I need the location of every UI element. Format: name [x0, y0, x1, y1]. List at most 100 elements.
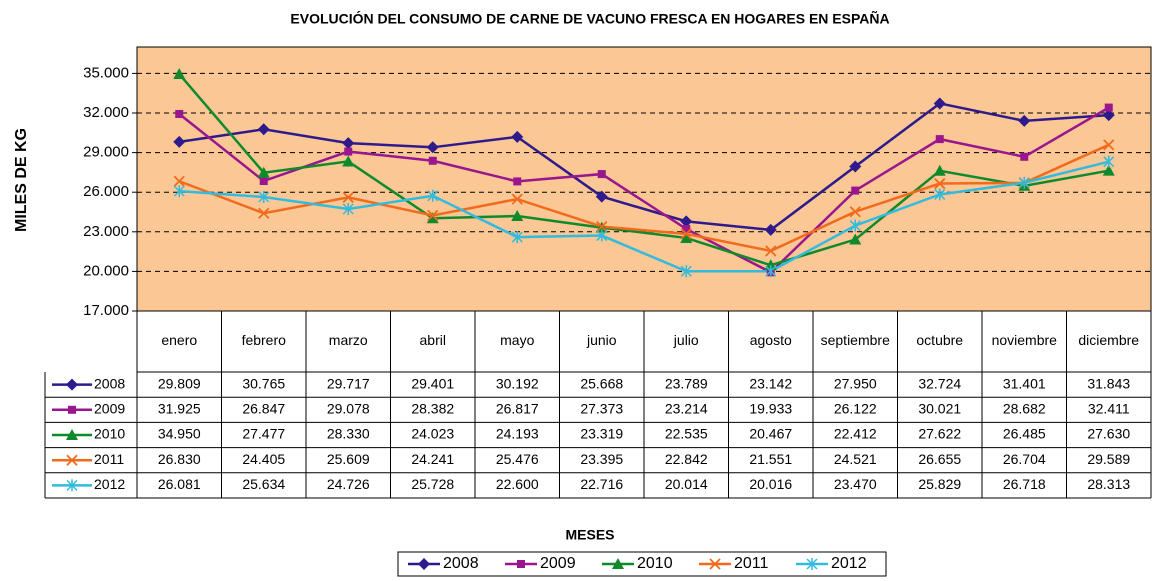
table-cell: 24.405 [242, 451, 285, 467]
x-tick-label: mayo [500, 332, 534, 348]
table-cell: 25.634 [242, 476, 285, 492]
marker [173, 185, 185, 198]
table-row-header: 2011 [94, 451, 124, 467]
marker [1018, 114, 1031, 127]
marker [849, 160, 862, 173]
table-cell: 28.682 [1003, 401, 1046, 417]
table-cell: 24.193 [496, 426, 539, 442]
table-cell: 25.829 [918, 476, 961, 492]
y-tick-label: 17.000 [83, 302, 129, 319]
table-cell: 31.843 [1087, 375, 1130, 391]
marker [1020, 152, 1029, 161]
x-tick-label: noviembre [992, 332, 1058, 348]
table-cell: 27.622 [918, 426, 961, 442]
x-tick-label: enero [161, 332, 197, 348]
y-tick-label: 26.000 [83, 183, 129, 200]
marker [68, 405, 76, 414]
marker [849, 219, 861, 232]
table-cell: 32.724 [918, 375, 961, 391]
table-cell: 29.589 [1087, 451, 1130, 467]
marker [680, 228, 692, 240]
table-cell: 21.551 [749, 451, 792, 467]
table-cell: 20.014 [665, 476, 708, 492]
marker [612, 558, 624, 569]
marker [764, 223, 777, 236]
table-cell: 25.476 [496, 451, 539, 467]
table-cell: 23.142 [749, 375, 792, 391]
table-cell: 26.718 [1003, 476, 1046, 492]
x-tick-label: febrero [242, 332, 287, 348]
table-cell: 22.412 [834, 426, 877, 442]
table-cell: 26.081 [158, 476, 201, 492]
marker [680, 215, 693, 228]
series-line [178, 143, 1110, 253]
marker [173, 135, 186, 148]
y-tick-label: 35.000 [83, 64, 129, 81]
y-tick-label: 32.000 [83, 104, 129, 121]
marker [173, 175, 185, 187]
marker [175, 109, 184, 118]
legend-label: 2008 [443, 555, 479, 572]
table-row-header: 2012 [94, 476, 125, 492]
marker [258, 191, 270, 204]
marker [344, 147, 353, 156]
marker [173, 68, 186, 80]
marker [1103, 155, 1115, 168]
marker [259, 177, 268, 186]
table-cell: 29.809 [158, 375, 201, 391]
table-cell: 26.830 [158, 451, 201, 467]
x-tick-label: marzo [329, 332, 368, 348]
table-cell: 27.373 [580, 401, 623, 417]
y-tick-label: 23.000 [83, 223, 129, 240]
table-cell: 28.330 [327, 426, 370, 442]
table-cell: 31.401 [1003, 375, 1046, 391]
marker [849, 233, 862, 245]
table-cell: 26.817 [496, 401, 539, 417]
table-cell: 30.765 [242, 375, 285, 391]
marker [1018, 176, 1030, 189]
table-cell: 31.925 [158, 401, 201, 417]
marker [934, 188, 946, 201]
table-cell: 25.668 [580, 375, 623, 391]
marker [257, 123, 270, 136]
marker [427, 189, 439, 202]
x-tick-label: abril [420, 332, 446, 348]
marker [66, 429, 78, 440]
y-axis-title: MILES DE KG [13, 128, 30, 232]
table-row-header: 2009 [94, 401, 125, 417]
table-cell: 26.847 [242, 401, 285, 417]
marker [342, 191, 354, 203]
marker [427, 209, 439, 222]
table-row-header: 2010 [94, 426, 125, 442]
table-cell: 30.021 [918, 401, 961, 417]
table-cell: 22.600 [496, 476, 539, 492]
marker [1102, 109, 1115, 122]
y-tick-label: 20.000 [83, 262, 129, 279]
marker [66, 378, 78, 391]
marker [680, 265, 692, 278]
table-cell: 24.241 [411, 451, 454, 467]
chart-title: EVOLUCIÓN DEL CONSUMO DE CARNE DE VACUNO… [290, 10, 889, 27]
table-cell: 20.016 [749, 476, 792, 492]
x-tick-label: septiembre [821, 332, 890, 348]
table-cell: 22.716 [580, 476, 623, 492]
marker [511, 231, 523, 244]
x-tick-label: julio [673, 332, 699, 348]
marker [933, 164, 946, 176]
table-cell: 20.467 [749, 426, 792, 442]
table-cell: 27.630 [1087, 426, 1130, 442]
table-cell: 26.122 [834, 401, 877, 417]
marker [342, 155, 355, 167]
x-tick-label: junio [586, 332, 617, 348]
table-cell: 25.609 [327, 451, 370, 467]
marker [851, 186, 860, 195]
table-cell: 22.535 [665, 426, 708, 442]
marker [511, 193, 523, 205]
table-cell: 27.477 [242, 426, 285, 442]
table-cell: 22.842 [665, 451, 708, 467]
marker [257, 166, 270, 178]
marker [596, 220, 608, 233]
marker [765, 265, 777, 278]
marker [682, 224, 691, 233]
legend-label: 2009 [540, 555, 576, 572]
